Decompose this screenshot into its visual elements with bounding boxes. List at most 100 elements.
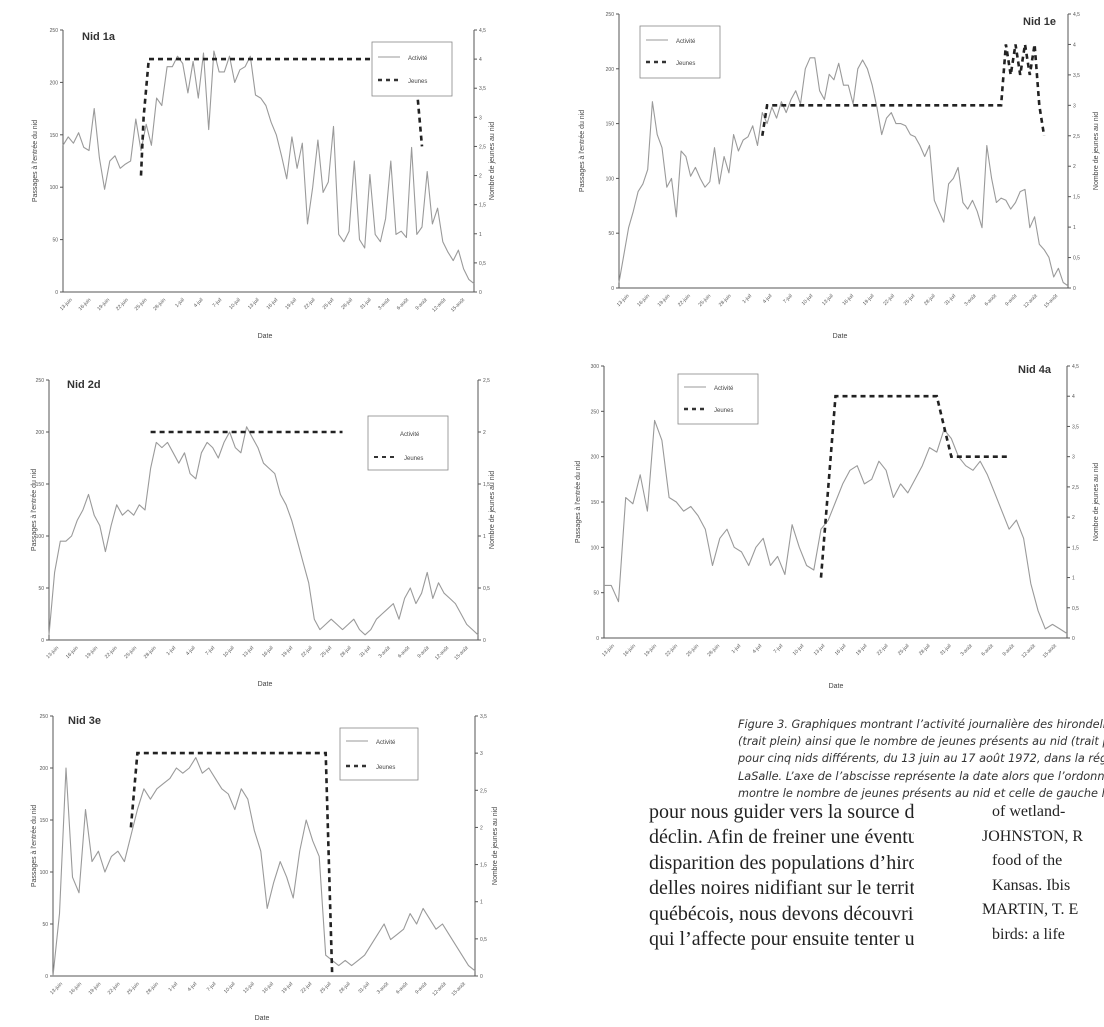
body-line: disparition des populations d’hiron- — [649, 851, 914, 874]
x-tick-label: 12-août — [431, 981, 448, 998]
y2-tick-label: 2 — [1073, 164, 1076, 170]
x-tick-label: 31-juil — [357, 981, 371, 995]
x-tick-label: 22-juin — [677, 293, 692, 308]
y-axis-label: Passages à l'entrée du nid — [579, 110, 586, 192]
x-tick-label: 6-août — [397, 645, 412, 660]
x-tick-label: 19-juil — [281, 981, 295, 995]
y2-tick-label: 1 — [1073, 225, 1076, 231]
body-paragraph: pour nous guider vers la source du décli… — [649, 800, 914, 1027]
chart-title: Nid 4a — [1018, 364, 1052, 376]
series-group — [618, 44, 1069, 287]
x-axis-label: Date — [829, 683, 844, 690]
x-tick-label: 19-juil — [280, 645, 294, 659]
y-tick-label: 250 — [36, 378, 45, 384]
y2-tick-label: 1 — [479, 232, 482, 238]
legend: Activité Jeunes — [367, 415, 449, 471]
x-tick-label: 10-juil — [792, 643, 806, 657]
x-tick-labels: 13-juin 16-juin 19-juin 22-juin 25-juin 28-ju… — [59, 297, 467, 314]
x-tick-label: 7-juil — [206, 981, 218, 993]
y2-tick-label: 4,5 — [1073, 12, 1080, 18]
series-line-jeunes — [761, 44, 1046, 137]
x-tick-label: 3-août — [377, 645, 392, 660]
series-line-activite — [618, 57, 1069, 287]
y2-tick-label: 2,5 — [1072, 485, 1079, 491]
caption-line: pour cinq nids différents, du 13 juin au… — [738, 752, 1104, 766]
series-line-activite — [48, 426, 479, 636]
reference-line: JOHNSTON, R — [982, 827, 1084, 845]
x-tick-labels: 13-juin 16-juin 19-juin 22-juin 25-juin 28-ju… — [601, 643, 1058, 660]
legend-label-jeunes: Jeunes — [714, 408, 733, 414]
y2-axis-label: Nombre de jeunes au nid — [489, 122, 496, 200]
y2-tick-label: 2 — [479, 174, 482, 180]
y-tick-label: 250 — [591, 409, 600, 415]
y-tick-label: 150 — [606, 122, 615, 128]
y2-tick-label: 3 — [1073, 103, 1076, 109]
x-tick-label: 16-juil — [841, 293, 855, 307]
legend-label-jeunes: Jeunes — [408, 79, 427, 85]
y-tick-label: 50 — [52, 238, 58, 244]
chart-title: Nid 3e — [68, 715, 101, 727]
x-tick-label: 19-juin — [657, 293, 672, 308]
x-tick-label: 19-juil — [862, 293, 876, 307]
y2-tick-label: 4 — [1073, 42, 1076, 48]
x-tick-label: 19-juin — [84, 645, 99, 660]
x-tick-label: 16-juil — [266, 297, 280, 311]
x-tick-label: 9-août — [414, 981, 429, 996]
x-tick-label: 1-juil — [165, 645, 177, 657]
y2-tick-label: 4 — [1072, 394, 1075, 400]
y2-tick-label: 1,5 — [483, 482, 490, 488]
series-line-activite — [62, 50, 475, 285]
series-line-jeunes — [819, 394, 1010, 578]
legend-label-activite: Activité — [400, 432, 420, 438]
x-tick-label: 25-juil — [322, 297, 336, 311]
x-tick-label: 22-juin — [664, 643, 679, 658]
reference-line: food of the — [992, 852, 1063, 870]
y2-tick-label: 0 — [483, 638, 486, 644]
y-tick-label: 50 — [42, 922, 48, 928]
x-tick-label: 13-juin — [616, 293, 631, 308]
x-tick-label: 3-août — [376, 981, 391, 996]
x-tick-label: 28-juin — [706, 643, 721, 658]
y2-tick-label: 3 — [479, 115, 482, 121]
y-axis-left: 0 50 100 150 200 250 — [36, 378, 50, 644]
x-tick-label: 7-juil — [211, 297, 223, 309]
x-tick-label: 3-août — [963, 293, 978, 308]
y2-tick-label: 1 — [1072, 576, 1075, 582]
x-tick-label: 13-juil — [821, 293, 835, 307]
y2-tick-label: 4,5 — [479, 28, 486, 34]
x-tick-label: 13-juin — [45, 645, 60, 660]
legend: Activité Jeunes — [677, 373, 759, 425]
body-line: déclin. Afin de freiner une éventuelle — [649, 826, 914, 849]
x-tick-label: 13-juil — [813, 643, 827, 657]
x-tick-label: 22-juil — [300, 981, 314, 995]
y-tick-label: 200 — [50, 80, 59, 86]
y2-tick-label: 2 — [480, 825, 483, 831]
x-tick-label: 4-juil — [185, 645, 197, 657]
y-tick-label: 100 — [40, 870, 49, 876]
x-tick-label: 19-juin — [88, 981, 103, 996]
y2-tick-label: 0,5 — [1073, 256, 1080, 262]
legend-label-jeunes: Jeunes — [404, 456, 423, 462]
y2-tick-label: 0,5 — [479, 261, 486, 267]
y2-tick-label: 0,5 — [1072, 606, 1079, 612]
chart-nid-3e: 0 50 100 150 200 250 0 0,5 1 1,5 2 2,5 3 3,5 13-juin… — [31, 714, 499, 1022]
chart-title: Nid 1a — [82, 31, 116, 43]
legend: Activité Jeunes — [639, 25, 721, 79]
x-tick-label: 16-juil — [261, 645, 275, 659]
series-line-jeunes — [129, 751, 334, 977]
x-tick-label: 4-juil — [752, 643, 764, 655]
y-tick-label: 0 — [55, 290, 58, 296]
x-tick-label: 1-juil — [167, 981, 179, 993]
x-tick-label: 12-août — [1021, 643, 1038, 660]
series-group — [62, 50, 475, 285]
chart-title: Nid 1e — [1023, 16, 1056, 28]
x-axis-label: Date — [255, 1015, 270, 1022]
chart-nid-1e: 0 50 100 150 200 250 0 0,5 1 1,5 2 2,5 3 3,5 4 4,5 13-… — [579, 12, 1100, 340]
x-tick-label: 15-août — [451, 981, 468, 998]
legend: Activité Jeunes — [371, 41, 453, 97]
y-tick-label: 0 — [611, 286, 614, 292]
y2-tick-label: 2,5 — [480, 788, 487, 794]
y-tick-label: 200 — [591, 455, 600, 461]
x-tick-label: 1-juil — [741, 293, 753, 305]
